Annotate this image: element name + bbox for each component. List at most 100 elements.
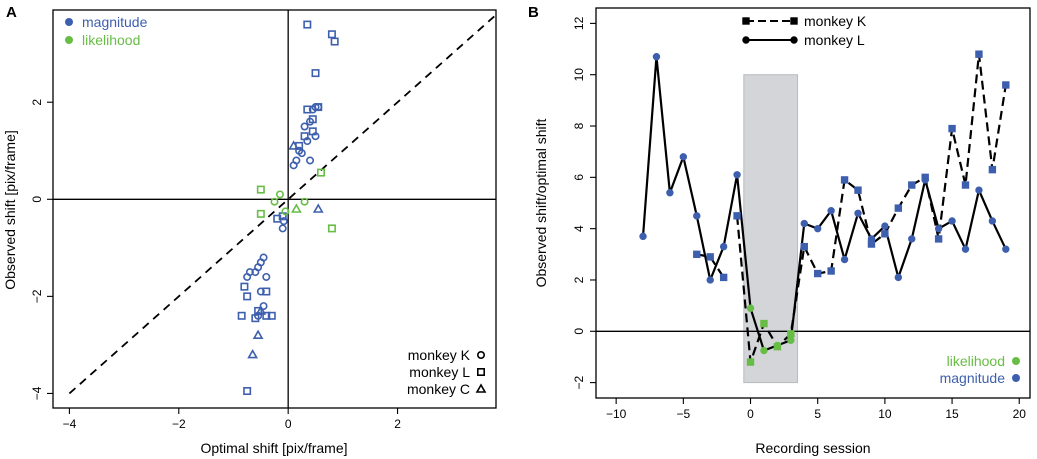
panel-b-frame: [595, 7, 1031, 399]
panel-b-point: [652, 53, 661, 61]
panel-a-y-label: Observed shift [pix/frame]: [2, 130, 18, 290]
panel-b-legend-marker-left: [742, 17, 750, 25]
panel-a-y-axis: −4 −2 0 2: [30, 99, 53, 400]
panel-b-y-tick-label: 12: [572, 16, 586, 30]
panel-b-point: [719, 242, 728, 251]
panel-a-subject-marker: [476, 350, 485, 359]
panel-a-y-tick-label: −4: [30, 386, 44, 400]
panel-b-x-tick-label: 20: [1013, 407, 1027, 421]
panel-b-point: [961, 181, 970, 189]
panel-b-point: [827, 267, 835, 275]
panel-a-point: [267, 311, 276, 320]
panel-a-point: [259, 302, 268, 311]
panel-b-x-tick-label: 10: [878, 407, 892, 421]
panel-b-y-label: Observed shift/optimal shift: [533, 118, 549, 287]
panel-b-point: [975, 50, 983, 58]
panel-a-point: [288, 140, 300, 150]
panel-a-point: [252, 329, 264, 339]
panel-b-x-axis: −10 −5 0 5 10 15 20: [606, 398, 1026, 421]
panel-b-y-tick-label: 8: [572, 122, 586, 129]
panel-a-y-tick-label: 2: [30, 99, 44, 106]
panel-b-point: [800, 242, 808, 251]
panel-a-point: [303, 105, 312, 114]
panel-b-point: [693, 212, 701, 220]
panel-b-series-lines: [641, 54, 1007, 363]
panel-a-point: [330, 37, 339, 46]
panel-a-point: [297, 149, 306, 158]
panel-b-point: [881, 230, 889, 238]
panel-b-x-tick-label: 15: [945, 407, 959, 421]
panel-b-point: [800, 219, 808, 228]
panel-b-point: [733, 212, 741, 220]
panel-b-point: [666, 189, 674, 197]
panel-a-point: [312, 203, 324, 213]
panel-b-point: [773, 342, 782, 351]
panel-a-x-tick-label: −2: [172, 417, 186, 431]
panel-a-label: A: [6, 4, 17, 21]
panel-a-subject-label: monkey C: [407, 381, 470, 397]
panel-b-point: [760, 346, 768, 355]
panel-a-condition-legend: magnitude likelihood: [65, 14, 148, 48]
panel-a-subject-marker: [476, 367, 485, 376]
panel-a-point: [281, 207, 290, 216]
panel-b-point: [693, 250, 701, 259]
panel-a-point: [251, 314, 260, 323]
panel-b-x-tick-label: −10: [606, 407, 627, 421]
panel-a-legend-dot: [65, 36, 73, 44]
panel-b-x-tick-label: 5: [814, 407, 821, 421]
panel-a-y-tick-label: 0: [30, 196, 44, 203]
panel-b-point: [639, 232, 647, 241]
panel-a-legend-dot: [65, 18, 73, 26]
panel-a-point: [247, 348, 259, 359]
panel-a-point: [303, 20, 312, 29]
panel-a-point: [256, 185, 265, 194]
panel-b-point: [948, 217, 956, 225]
panel-b-point: [733, 171, 741, 179]
panel-b-points: [639, 50, 1010, 366]
panel-a-identity-line: [68, 14, 497, 395]
panel-a-point: [262, 311, 271, 320]
panel-b-point: [1002, 245, 1010, 253]
panel-b-point: [679, 153, 688, 161]
panel-a-point: [243, 292, 252, 301]
panel-a-point: [290, 203, 302, 213]
panel-b-point: [719, 273, 728, 282]
panel-a-point: [255, 305, 267, 315]
panel-b-point: [908, 181, 916, 189]
panel-b-legend-marker-right: [790, 36, 798, 44]
panel-b-point: [854, 209, 862, 217]
panel-b: B −10 −5 0 5 10 15 20 −2 0 2 4 6 8 10 12 Recording se…: [528, 4, 1031, 456]
panel-b-point: [867, 240, 876, 248]
panel-b-point: [746, 304, 755, 312]
panel-b-y-tick-label: 0: [572, 328, 586, 335]
panel-b-point: [840, 255, 849, 264]
panel-a-legend-label: magnitude: [82, 14, 148, 30]
panel-b-point: [894, 204, 903, 212]
panel-a-subject-label: monkey L: [409, 364, 470, 380]
panel-b-series-line: [696, 253, 725, 279]
panel-a-point: [314, 103, 323, 112]
panel-b-x-tick-label: 0: [747, 407, 754, 421]
panel-b-legend-marker-left: [742, 36, 750, 44]
panel-b-point: [827, 206, 835, 215]
panel-a-point: [308, 115, 317, 124]
panel-b-point: [854, 186, 862, 194]
panel-b-point: [934, 224, 943, 233]
panel-a-point: [270, 197, 279, 206]
panel-b-point: [760, 319, 768, 328]
panel-a-point: [243, 272, 252, 281]
panel-a-legend-label: likelihood: [82, 32, 140, 48]
panel-a-point: [259, 253, 268, 262]
panel-a-point: [311, 69, 320, 78]
panel-b-legend-line-label: monkey K: [804, 13, 867, 29]
panel-b-point: [814, 224, 822, 233]
panel-a-point: [327, 224, 336, 233]
panel-b-x-tick-label: −5: [676, 407, 690, 421]
panel-a-points: [237, 20, 339, 396]
panel-b-series-line: [735, 54, 1007, 363]
panel-a-point: [327, 30, 336, 39]
panel-b-point: [706, 276, 714, 284]
panel-a-subject-label: monkey K: [408, 347, 471, 363]
